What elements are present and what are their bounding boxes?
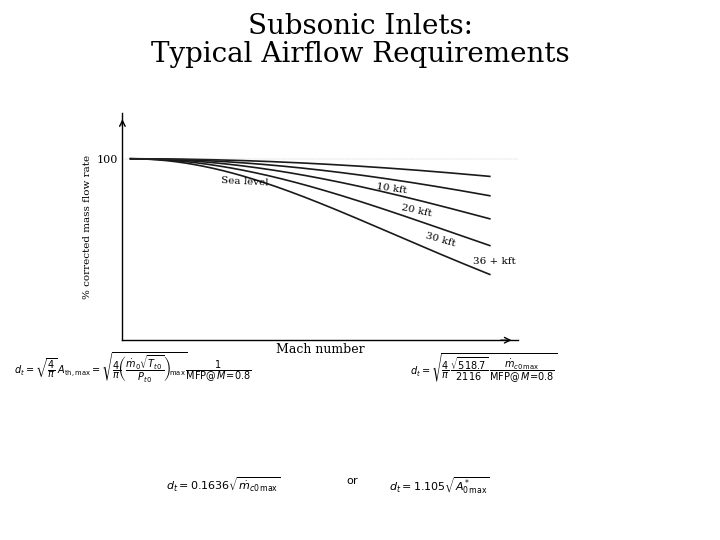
Text: 20 kft: 20 kft <box>400 203 432 218</box>
X-axis label: Mach number: Mach number <box>276 343 365 356</box>
Text: $d_t = \sqrt{\dfrac{4}{\pi}}\,A_{\mathrm{th,max}} = \sqrt{\dfrac{4}{\pi}\!\left(: $d_t = \sqrt{\dfrac{4}{\pi}}\,A_{\mathrm… <box>14 351 252 385</box>
Y-axis label: % corrected mass flow rate: % corrected mass flow rate <box>83 155 92 299</box>
Text: Typical Airflow Requirements: Typical Airflow Requirements <box>150 40 570 68</box>
Text: $d_t = \sqrt{\dfrac{4}{\pi}\,\dfrac{\sqrt{518.7}}{2116}\,\dfrac{\dot{m}_{c0\,\ma: $d_t = \sqrt{\dfrac{4}{\pi}\,\dfrac{\sqr… <box>410 351 557 384</box>
Text: $d_t = 0.1636\sqrt{\dot{m}_{c0\,\mathrm{max}}}$: $d_t = 0.1636\sqrt{\dot{m}_{c0\,\mathrm{… <box>166 475 280 494</box>
Text: 36 + kft: 36 + kft <box>474 257 516 266</box>
Text: 10 kft: 10 kft <box>376 183 408 195</box>
Text: $d_t = 1.105\sqrt{A^*_{0\,\mathrm{max}}}$: $d_t = 1.105\sqrt{A^*_{0\,\mathrm{max}}}… <box>389 475 490 496</box>
Text: 30 kft: 30 kft <box>425 232 457 249</box>
Text: $\mathrm{or}$: $\mathrm{or}$ <box>346 475 359 486</box>
Text: Sea level: Sea level <box>221 176 269 187</box>
Text: Subsonic Inlets:: Subsonic Inlets: <box>248 14 472 40</box>
